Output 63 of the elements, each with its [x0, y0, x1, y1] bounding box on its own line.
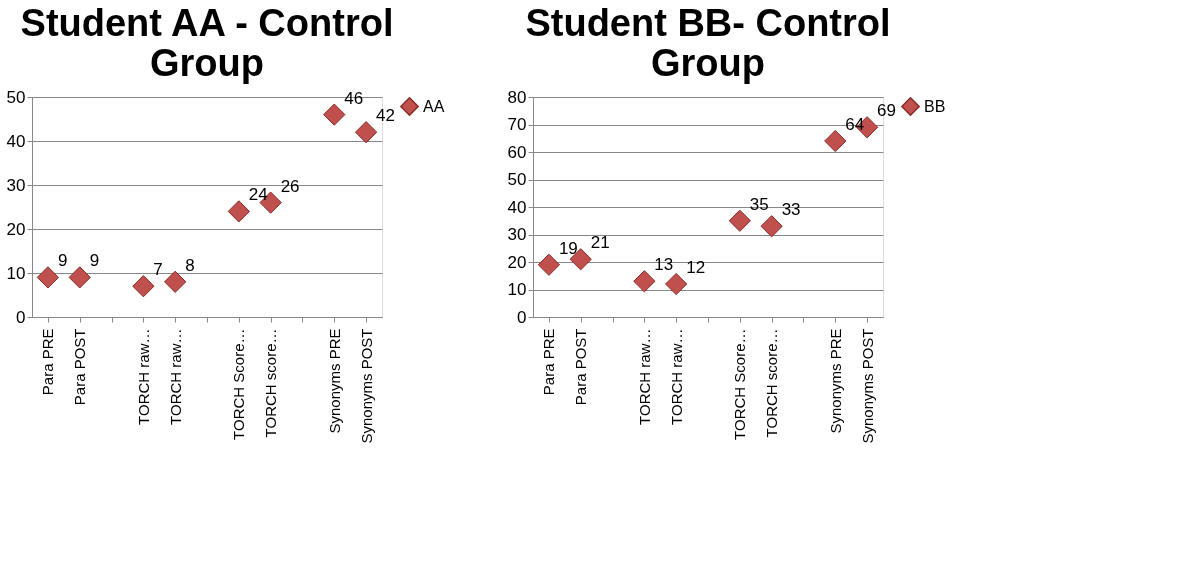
data-label: 9: [89, 251, 100, 271]
chart-title: Student AA - Control Group: [20, 2, 394, 84]
y-tick-label: 10: [6, 263, 26, 283]
x-tick-label: Synonyms PRE: [826, 328, 844, 434]
y-tick-label: 50: [6, 87, 26, 107]
data-label: 21: [590, 233, 610, 253]
point: [36, 266, 60, 289]
data-label: 35: [749, 194, 769, 214]
x-tick-label: Synonyms POST: [858, 328, 876, 444]
point: [164, 270, 187, 293]
y-tick-label: 0: [16, 307, 26, 327]
data-label: 7: [153, 260, 163, 280]
legend-label: BB: [924, 97, 946, 115]
y-tick-label: 40: [507, 197, 527, 217]
x-tick-label: Synonyms POST: [357, 328, 375, 444]
x-tick-label: Synonyms PRE: [325, 328, 343, 434]
x-tick-label: TORCH score…: [262, 328, 280, 438]
x-tick-label: TORCH raw…: [667, 328, 685, 425]
y-tick-label: 30: [507, 225, 527, 244]
x-tick-label: TORCH raw…: [166, 328, 184, 425]
point: [132, 275, 155, 298]
x-tick-label: Para PRE: [39, 328, 57, 396]
data-label: 13: [654, 255, 674, 275]
x-tick-label: TORCH score…: [763, 328, 781, 438]
point: [537, 253, 561, 276]
x-tick-label: Para PRE: [540, 328, 558, 396]
point: [728, 209, 751, 232]
point: [68, 266, 91, 289]
x-tick-label: Para POST: [572, 328, 590, 406]
point: [227, 200, 250, 223]
point: [665, 272, 688, 296]
data-label: 42: [376, 106, 396, 126]
y-tick-label: 0: [517, 307, 527, 327]
data-label: 19: [558, 238, 578, 258]
chart-title: Student BB- Control Group: [525, 2, 891, 84]
data-label: 8: [185, 255, 195, 275]
data-label: 33: [781, 200, 801, 220]
y-tick-label: 40: [6, 131, 26, 151]
legend-label: AA: [423, 97, 445, 115]
y-tick-label: 30: [6, 175, 26, 195]
x-tick-label: TORCH raw…: [635, 328, 653, 425]
y-tick-label: 20: [507, 252, 527, 272]
point: [824, 129, 847, 153]
data-label: 12: [686, 258, 706, 277]
x-tick-label: Para POST: [71, 328, 89, 406]
y-tick-label: 20: [6, 219, 26, 239]
x-tick-label: TORCH raw…: [134, 328, 152, 425]
data-label: 69: [877, 101, 897, 121]
point: [760, 215, 783, 238]
y-tick-label: 10: [507, 280, 527, 299]
y-tick-label: 60: [507, 142, 527, 162]
point: [633, 270, 656, 293]
point: [354, 121, 378, 144]
data-label: 24: [248, 185, 268, 205]
point: [323, 103, 346, 126]
y-tick-label: 70: [507, 115, 527, 134]
y-tick-label: 50: [507, 170, 527, 189]
data-label: 26: [280, 176, 300, 196]
data-label: 9: [57, 251, 68, 271]
data-label: 46: [344, 88, 364, 108]
x-tick-label: TORCH Score…: [731, 328, 749, 440]
x-tick-label: TORCH Score…: [230, 328, 248, 440]
y-tick-label: 80: [507, 87, 527, 107]
